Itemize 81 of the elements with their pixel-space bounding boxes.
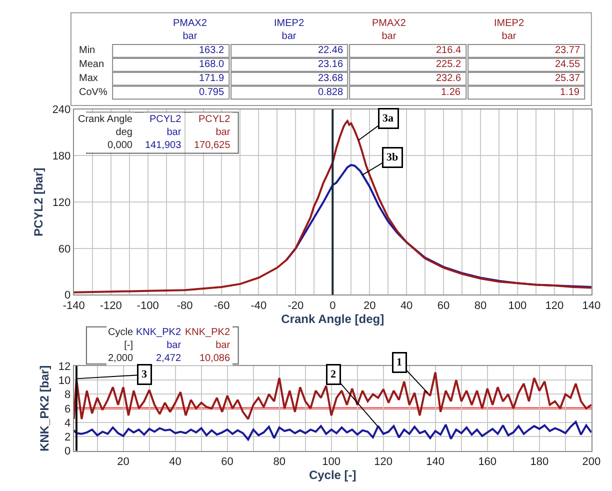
x-tick-label: 200 [582, 456, 601, 468]
text: Cycle [-] 2,000 [108, 327, 134, 364]
x-tick-label: 60 [221, 456, 234, 468]
x-tick-label: 100 [508, 300, 527, 312]
x-tick-label: -100 [136, 300, 159, 312]
x-axis-title: Cycle [-] [308, 468, 356, 482]
annotation: bar 170,625 [194, 127, 231, 151]
y-tick-label: 2 [64, 432, 71, 444]
y-tick-label: 12 [58, 360, 71, 373]
category-label: PMAX2 bar [173, 18, 208, 42]
text: 23.16 [318, 59, 344, 70]
x-tick-label: 80 [474, 300, 487, 312]
y-tick-label: 10 [58, 374, 71, 387]
x-tick-label: -120 [100, 300, 122, 312]
y-tick-label: 6 [64, 403, 71, 416]
category-label: Min [79, 45, 96, 56]
category-label: PMAX2 bar [372, 18, 406, 42]
y-tick-label: 60 [58, 243, 71, 256]
text: 1.26 [441, 87, 460, 98]
x-tick-label: 180 [530, 456, 549, 468]
category-label: CoV% [79, 87, 108, 98]
text: KNK_PK2 [185, 327, 230, 338]
x-tick-label: 40 [169, 456, 182, 468]
x-tick-label: 80 [273, 456, 286, 468]
x-tick-label: 20 [117, 456, 130, 468]
text: 225.2 [436, 59, 462, 70]
text: 171.9 [199, 73, 224, 84]
y-tick-label: 0 [64, 290, 71, 302]
category-label: IMEP2 bar [274, 18, 304, 42]
y-tick-label: 240 [52, 104, 71, 116]
annotation: 3 [142, 368, 148, 380]
text: 168.0 [199, 59, 224, 70]
text: 0.795 [199, 87, 224, 98]
category-label: Mean [79, 59, 104, 70]
text: PCYL2 [149, 114, 182, 125]
text: 23.68 [318, 73, 344, 84]
text: 216.4 [436, 45, 462, 56]
text: bar 10,086 [199, 340, 231, 364]
x-tick-label: 0 [330, 300, 336, 312]
line-series [74, 420, 592, 441]
text: KNK_PK2 [136, 327, 182, 338]
annotation: bar 141,903 [145, 127, 182, 151]
x-tick-label: 60 [437, 300, 450, 312]
annotation: 1 [396, 356, 402, 368]
text: 0.828 [318, 87, 344, 98]
text: 1.19 [560, 87, 580, 98]
text: 232.6 [436, 73, 462, 84]
y-tick-label: 180 [52, 150, 71, 163]
y-axis-title: KNK_PK2 [bar] [38, 365, 52, 452]
x-tick-label: 120 [545, 300, 564, 312]
text: 163.2 [199, 45, 224, 56]
x-tick-label: 100 [322, 456, 341, 468]
text: 25.37 [555, 73, 580, 84]
text: bar 2,472 [156, 340, 182, 364]
text: 22.46 [318, 45, 344, 56]
x-tick-label: 20 [363, 300, 376, 312]
x-tick-label: 160 [478, 456, 497, 468]
text: 23.77 [555, 45, 580, 56]
x-tick-label: -20 [288, 300, 304, 312]
y-tick-label: 120 [52, 196, 71, 209]
x-tick-label: -140 [62, 300, 85, 312]
x-tick-label: 140 [426, 456, 445, 468]
x-tick-label: -40 [250, 300, 267, 312]
y-tick-label: 0 [64, 446, 71, 458]
annotation: 3b [386, 152, 398, 164]
x-axis-title: Crank Angle [deg] [281, 312, 384, 326]
y-axis-title: PCYL2 [bar] [32, 168, 46, 236]
category-label: Max [79, 73, 98, 84]
annotation: Crank Angle deg 0,000 [78, 114, 133, 151]
y-tick-label: 4 [64, 417, 71, 430]
text: 24.55 [555, 59, 580, 70]
x-tick-label: 40 [400, 300, 413, 312]
x-tick-label: 120 [374, 456, 393, 468]
y-tick-label: 8 [64, 389, 71, 402]
annotation: 3a [382, 112, 394, 124]
text: PCYL2 [198, 114, 231, 125]
category-label: IMEP2 bar [494, 18, 524, 42]
x-tick-label: 140 [582, 300, 601, 312]
x-tick-label: -60 [214, 300, 230, 312]
annotation: 2 [330, 368, 336, 380]
x-tick-label: -80 [176, 300, 193, 312]
